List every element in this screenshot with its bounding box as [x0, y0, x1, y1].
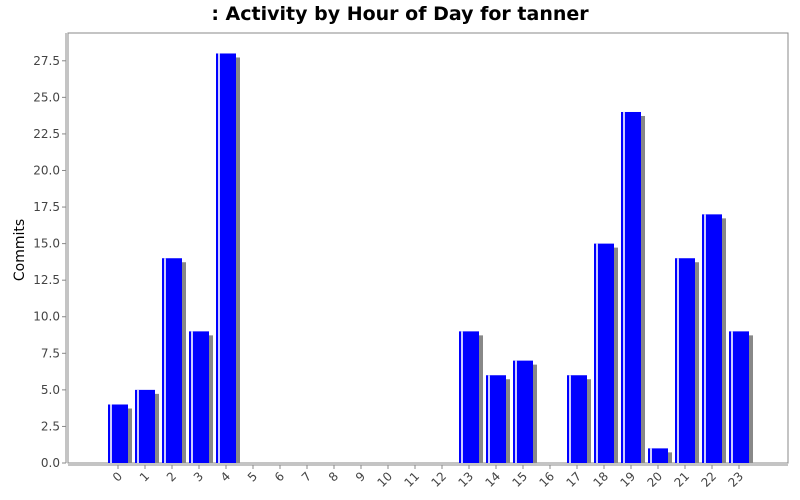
y-tick-label: 17.5: [33, 200, 60, 214]
y-tick-label: 7.5: [41, 346, 60, 360]
bar: [135, 389, 155, 463]
bar: [513, 360, 533, 463]
bar-highlight: [137, 389, 139, 463]
bar-highlight: [164, 258, 166, 463]
bar: [621, 111, 641, 464]
bar-highlight: [650, 448, 652, 463]
plot-area: [67, 32, 789, 464]
y-tick-label: 27.5: [33, 54, 60, 68]
bar-highlight: [596, 243, 598, 463]
bar-highlight: [623, 111, 625, 464]
y-tick-label: 0.0: [41, 456, 60, 470]
bar: [675, 258, 695, 463]
bar-highlight: [569, 375, 571, 463]
bar: [702, 214, 722, 463]
bar: [594, 243, 614, 463]
bar: [189, 331, 209, 463]
bar: [729, 331, 749, 463]
bar-highlight: [191, 331, 193, 463]
y-tick-label: 15.0: [33, 237, 60, 251]
bar: [648, 448, 668, 463]
y-tick-label: 2.5: [41, 419, 60, 433]
bar-highlight: [731, 331, 733, 463]
bar: [486, 375, 506, 463]
y-axis-label: Commits: [12, 219, 28, 281]
bar-highlight: [677, 258, 679, 463]
chart-title: : Activity by Hour of Day for tanner: [211, 3, 589, 25]
y-tick-label: 10.0: [33, 310, 60, 324]
y-tick-label: 22.5: [33, 127, 60, 141]
bar-highlight: [488, 375, 490, 463]
bar-highlight: [110, 404, 112, 463]
bar: [216, 53, 236, 463]
y-tick-label: 20.0: [33, 163, 60, 177]
y-tick-label: 25.0: [33, 90, 60, 104]
bar-highlight: [461, 331, 463, 463]
bar-highlight: [515, 360, 517, 463]
bar: [108, 404, 128, 463]
bar-highlight: [704, 214, 706, 463]
bar: [459, 331, 479, 463]
bar-highlight: [218, 53, 220, 463]
y-tick-label: 5.0: [41, 383, 60, 397]
bar: [162, 258, 182, 463]
y-tick-label: 12.5: [33, 273, 60, 287]
bar: [567, 375, 587, 463]
